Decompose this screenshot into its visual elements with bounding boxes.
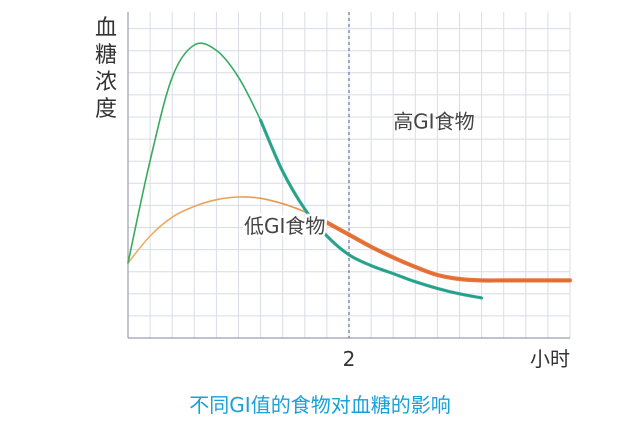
high-gi-series-line-thick [259, 118, 484, 300]
y-axis-label-char: 浓 [95, 70, 117, 95]
y-axis-label-char: 血 [95, 16, 117, 41]
chart-title: 不同GI值的食物对血糖的影响 [189, 393, 450, 417]
series-group [127, 42, 573, 300]
y-axis-label-char: 度 [95, 97, 117, 122]
x-axis-label: 小时 [530, 347, 570, 371]
y-axis-label-char: 糖 [95, 43, 117, 68]
low-gi-series-line-thick [324, 220, 573, 283]
low-gi-annotation: 低GI食物 [244, 214, 325, 238]
grid [127, 12, 571, 339]
high-gi-annotation: 高GI食物 [393, 109, 474, 133]
x-tick-label: 2 [343, 347, 356, 371]
